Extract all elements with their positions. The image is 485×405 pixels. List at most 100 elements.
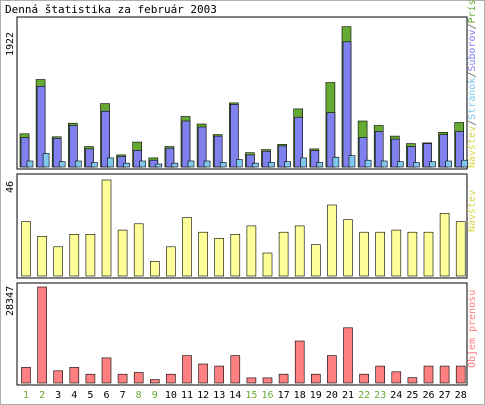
bar-pages-day-12 xyxy=(203,160,211,168)
bar-visits-day-27 xyxy=(439,213,450,277)
legend-visits: Návštev xyxy=(466,126,478,168)
bar-pages-day-13 xyxy=(219,162,227,168)
bar-pages-day-1 xyxy=(26,160,34,168)
chart-marks xyxy=(19,26,469,384)
bar-pages-day-14 xyxy=(236,159,243,168)
legend-hits: Prístupov xyxy=(466,0,478,23)
x-label-day-4: 4 xyxy=(71,390,77,401)
bar-files-day-8 xyxy=(133,150,142,168)
bar-files-day-5 xyxy=(85,148,94,168)
bar-visits-day-4 xyxy=(69,234,80,277)
bar-visits-day-22 xyxy=(359,231,369,277)
bar-pages-day-18 xyxy=(300,157,308,168)
bar-files-day-1 xyxy=(20,137,30,168)
bar-kbytes-day-15 xyxy=(246,377,257,384)
bar-kbytes-day-14 xyxy=(230,355,241,384)
bar-visits-day-16 xyxy=(262,252,273,277)
panel-bottom xyxy=(16,282,468,386)
bar-pages-day-4 xyxy=(75,160,82,168)
bar-pages-day-11 xyxy=(187,160,195,168)
legend-middle: Návštev xyxy=(466,190,478,232)
x-label-day-23: 23 xyxy=(374,390,386,401)
bar-kbytes-day-3 xyxy=(53,370,64,384)
bar-files-day-27 xyxy=(439,134,448,168)
bar-files-day-13 xyxy=(213,135,223,168)
bar-kbytes-day-19 xyxy=(310,373,321,384)
bar-visits-day-28 xyxy=(455,221,466,277)
x-label-day-11: 11 xyxy=(181,390,193,401)
x-label-day-15: 15 xyxy=(245,390,257,401)
bar-kbytes-day-12 xyxy=(198,363,208,384)
bar-kbytes-day-17 xyxy=(278,373,289,384)
bar-files-day-9 xyxy=(149,159,159,168)
legend-bottom: Objem prenosu xyxy=(467,290,478,368)
x-label-day-13: 13 xyxy=(213,390,225,401)
bar-visits-day-13 xyxy=(214,238,224,277)
bar-visits-day-21 xyxy=(343,219,353,277)
bar-kbytes-day-2 xyxy=(37,286,47,384)
bar-files-day-28 xyxy=(455,131,465,168)
bar-kbytes-day-26 xyxy=(423,365,434,384)
bar-kbytes-day-24 xyxy=(391,371,402,384)
x-label-day-10: 10 xyxy=(165,390,177,401)
x-label-day-16: 16 xyxy=(261,390,273,401)
bar-kbytes-day-4 xyxy=(69,367,80,384)
chart-title: Denná štatistika za február 2003 xyxy=(5,3,217,16)
bar-visits-day-12 xyxy=(198,231,208,277)
bar-visits-day-10 xyxy=(166,246,176,277)
bar-files-day-6 xyxy=(101,110,110,168)
bar-pages-day-5 xyxy=(91,162,98,168)
x-label-day-9: 9 xyxy=(152,390,158,401)
bar-visits-day-24 xyxy=(391,229,402,277)
bar-visits-day-6 xyxy=(101,179,112,277)
svg-text:Návštev/Stránok/Súborov/Prístu: Návštev/Stránok/Súborov/Prístupov xyxy=(466,0,478,168)
x-label-day-20: 20 xyxy=(326,390,338,401)
x-label-day-1: 1 xyxy=(23,390,29,401)
bar-kbytes-day-28 xyxy=(455,365,466,384)
legend-top: Návštev/Stránok/Súborov/Prístupov xyxy=(466,0,478,168)
x-label-day-27: 27 xyxy=(439,390,451,401)
bar-visits-day-20 xyxy=(327,204,337,277)
bar-kbytes-day-5 xyxy=(85,373,96,384)
bar-kbytes-day-16 xyxy=(262,377,273,384)
bar-pages-day-25 xyxy=(413,162,420,168)
bar-pages-day-27 xyxy=(445,160,452,168)
bar-visits-day-9 xyxy=(150,261,160,277)
bar-visits-day-11 xyxy=(182,217,192,277)
bar-visits-day-8 xyxy=(133,223,144,277)
bar-pages-day-9 xyxy=(155,163,163,168)
bar-visits-day-2 xyxy=(37,236,47,277)
bar-files-day-14 xyxy=(230,104,239,168)
x-label-day-22: 22 xyxy=(358,390,370,401)
x-label-day-2: 2 xyxy=(39,390,45,401)
bar-files-day-15 xyxy=(246,154,255,168)
bar-kbytes-day-20 xyxy=(327,355,337,384)
bar-pages-day-16 xyxy=(268,162,275,168)
bar-kbytes-day-8 xyxy=(133,372,144,384)
bar-visits-day-3 xyxy=(53,246,64,277)
bar-pages-day-28 xyxy=(461,159,469,168)
bar-files-day-4 xyxy=(69,125,78,168)
bar-pages-day-20 xyxy=(332,156,340,168)
ymax-label-top: 1922 xyxy=(5,32,16,56)
bar-kbytes-day-22 xyxy=(359,373,369,384)
x-label-day-24: 24 xyxy=(390,390,402,401)
bar-visits-day-5 xyxy=(85,234,96,277)
bar-files-day-10 xyxy=(165,147,175,168)
bar-files-day-23 xyxy=(374,131,384,168)
legend-pages: Stránok xyxy=(466,78,478,120)
x-label-day-6: 6 xyxy=(103,390,109,401)
x-label-day-8: 8 xyxy=(136,390,142,401)
bar-files-day-19 xyxy=(310,150,320,168)
bar-kbytes-day-25 xyxy=(407,377,418,384)
bar-visits-day-23 xyxy=(375,231,386,277)
bar-files-day-17 xyxy=(278,145,287,168)
ymax-label-middle: 46 xyxy=(5,181,16,193)
bar-kbytes-day-7 xyxy=(117,373,128,384)
bar-visits-day-19 xyxy=(310,244,321,277)
bar-visits-day-17 xyxy=(278,231,289,277)
bar-visits-day-26 xyxy=(423,231,434,277)
bar-visits-day-15 xyxy=(246,225,257,277)
ymax-label-bottom: 28347 xyxy=(5,286,16,316)
bar-pages-day-24 xyxy=(396,161,404,168)
